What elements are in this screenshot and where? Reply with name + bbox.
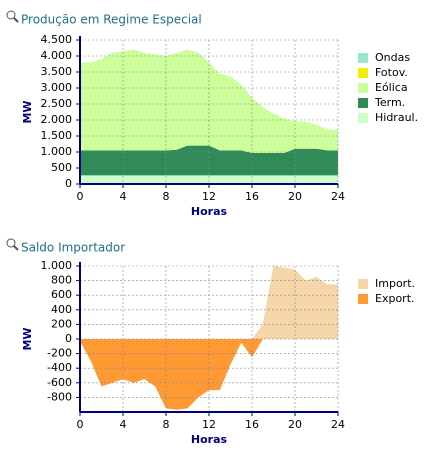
y-tick-label: 200 — [51, 317, 72, 330]
legend-label: Export. — [375, 292, 415, 305]
chart-title: Saldo Importador — [21, 241, 125, 255]
y-tick-label: 2.500 — [41, 97, 73, 110]
y-tick-label: -200 — [47, 347, 72, 360]
legend-swatch — [358, 68, 368, 78]
x-axis-label: Horas — [191, 433, 228, 446]
y-tick-label: 0 — [65, 177, 72, 190]
x-tick-label: 0 — [77, 190, 84, 203]
legend-label: Hidraul. — [375, 111, 418, 124]
legend-swatch — [358, 53, 368, 63]
area — [80, 175, 338, 184]
x-tick-label: 8 — [163, 190, 170, 203]
y-tick-label: 3.000 — [41, 81, 73, 94]
legend-label: Ondas — [375, 51, 410, 64]
x-tick-label: 16 — [245, 190, 259, 203]
y-tick-label: 2.000 — [41, 113, 73, 126]
y-tick-label: 400 — [51, 303, 72, 316]
x-tick-label: 8 — [163, 418, 170, 431]
x-tick-label: 24 — [331, 190, 345, 203]
x-tick-label: 20 — [288, 418, 302, 431]
y-tick-label: 600 — [51, 288, 72, 301]
x-axis-label: Horas — [191, 205, 228, 218]
y-tick-label: -800 — [47, 390, 72, 403]
x-tick-label: 12 — [202, 190, 216, 203]
x-tick-label: 16 — [245, 418, 259, 431]
y-tick-label: 0 — [65, 332, 72, 345]
y-tick-label: 4.500 — [41, 33, 73, 46]
x-tick-label: 4 — [120, 418, 127, 431]
search-icon — [6, 238, 19, 251]
y-tick-label: -400 — [47, 361, 72, 374]
x-tick-label: 4 — [120, 190, 127, 203]
x-tick-label: 12 — [202, 418, 216, 431]
y-axis-label: MW — [21, 327, 34, 350]
chart-title: Produção em Regime Especial — [21, 13, 202, 27]
area — [80, 266, 338, 339]
y-tick-label: 500 — [51, 161, 72, 174]
legend-label: Eólica — [375, 81, 408, 94]
legend-swatch — [358, 98, 368, 108]
y-tick-label: 1.000 — [41, 259, 73, 272]
y-tick-label: 3.500 — [41, 65, 73, 78]
y-tick-label: 800 — [51, 274, 72, 287]
legend-swatch — [358, 83, 368, 93]
x-tick-label: 20 — [288, 190, 302, 203]
y-tick-label: 1.500 — [41, 129, 73, 142]
legend-swatch — [358, 279, 368, 289]
y-tick-label: 4.000 — [41, 49, 73, 62]
legend-label: Term. — [374, 96, 405, 109]
y-tick-label: 1.000 — [41, 145, 73, 158]
y-axis-label: MW — [21, 100, 34, 123]
legend-swatch — [358, 113, 368, 123]
y-tick-label: -600 — [47, 376, 72, 389]
legend-label: Import. — [375, 277, 415, 290]
x-tick-label: 0 — [77, 418, 84, 431]
legend-swatch — [358, 294, 368, 304]
search-icon — [6, 10, 19, 23]
x-tick-label: 24 — [331, 418, 345, 431]
legend-label: Fotov. — [375, 66, 408, 79]
